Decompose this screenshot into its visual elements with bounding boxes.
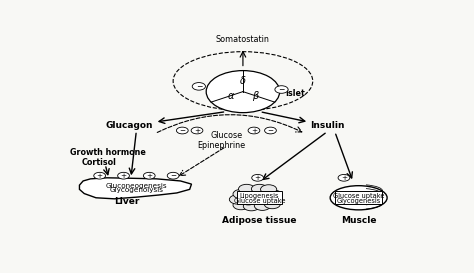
Circle shape [94, 172, 106, 179]
Circle shape [251, 195, 267, 204]
Text: Adipose tissue: Adipose tissue [222, 216, 297, 225]
Text: −: − [179, 127, 185, 133]
Text: Liver: Liver [115, 197, 140, 206]
Text: −: − [196, 82, 202, 91]
Text: −: − [267, 127, 273, 133]
Circle shape [118, 172, 129, 179]
Text: Glucagon: Glucagon [105, 121, 153, 130]
Text: Glucose uptake: Glucose uptake [234, 197, 285, 203]
Circle shape [263, 195, 279, 204]
Circle shape [192, 82, 205, 90]
Circle shape [255, 201, 271, 210]
Polygon shape [80, 178, 191, 199]
Text: Gluconeogenesis: Gluconeogenesis [106, 183, 167, 189]
Text: Somatostatin: Somatostatin [216, 35, 270, 44]
Circle shape [338, 174, 350, 181]
Circle shape [233, 189, 249, 199]
Circle shape [264, 127, 276, 134]
Ellipse shape [330, 186, 387, 210]
Circle shape [264, 200, 281, 209]
Circle shape [240, 196, 256, 205]
Circle shape [167, 172, 179, 179]
Circle shape [206, 71, 280, 113]
Text: +: + [146, 173, 152, 179]
Circle shape [265, 190, 282, 199]
Circle shape [252, 174, 264, 181]
FancyBboxPatch shape [237, 191, 282, 204]
Text: α: α [228, 91, 234, 101]
Text: −: − [278, 85, 285, 94]
Circle shape [275, 86, 288, 93]
Text: Glycogenolysis: Glycogenolysis [109, 187, 164, 193]
Text: δ: δ [240, 76, 246, 86]
Circle shape [229, 195, 246, 204]
Text: +: + [255, 175, 261, 181]
Text: Islet: Islet [285, 89, 305, 98]
Text: Growth hormone: Growth hormone [70, 148, 146, 157]
Circle shape [251, 184, 267, 194]
Circle shape [248, 127, 260, 134]
Text: Insulin: Insulin [310, 121, 345, 130]
Text: +: + [97, 173, 103, 179]
Circle shape [244, 190, 260, 199]
Circle shape [238, 184, 255, 194]
Text: Cortisol: Cortisol [82, 158, 116, 167]
Circle shape [176, 127, 188, 134]
Text: Glucose: Glucose [210, 131, 243, 140]
Text: −: − [170, 173, 176, 179]
Text: β: β [252, 91, 258, 101]
Text: Glycogenesis: Glycogenesis [337, 197, 381, 203]
Text: +: + [251, 127, 257, 133]
Circle shape [261, 185, 277, 194]
Circle shape [243, 201, 259, 211]
Text: Glucose uptake: Glucose uptake [333, 193, 384, 199]
Circle shape [233, 200, 249, 210]
Text: Muscle: Muscle [341, 216, 376, 225]
Text: +: + [341, 175, 347, 181]
Circle shape [255, 189, 271, 199]
Circle shape [191, 127, 203, 134]
FancyBboxPatch shape [335, 191, 382, 204]
Circle shape [143, 172, 155, 179]
Text: +: + [194, 127, 200, 133]
Text: +: + [120, 173, 127, 179]
Text: Epinephrine: Epinephrine [197, 141, 245, 150]
Text: Lipogenesis: Lipogenesis [240, 193, 279, 199]
